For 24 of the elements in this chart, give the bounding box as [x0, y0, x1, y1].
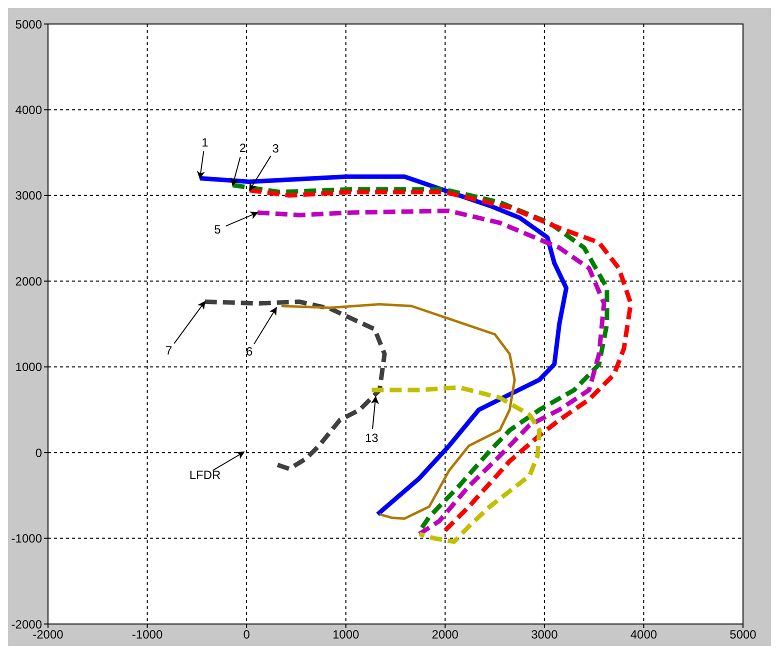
annotation: 2	[239, 141, 246, 156]
x-tick-label: 0	[243, 628, 250, 642]
annotation: 7	[166, 344, 173, 358]
annotation: 13	[364, 430, 379, 445]
x-tick-label: -1000	[132, 628, 163, 642]
annotation: LFDR	[189, 468, 221, 482]
line-series	[280, 303, 516, 520]
y-tick-label: 4000	[15, 102, 42, 117]
y-tick-label: 2000	[15, 274, 42, 288]
x-tick-label: 2000	[432, 628, 459, 642]
annotation: 5	[214, 222, 222, 237]
y-tick-label: 3000	[15, 188, 42, 203]
y-tick-label: -1000	[11, 532, 42, 546]
x-tick-label: 5000	[730, 628, 757, 642]
annotation: 6	[246, 344, 254, 359]
y-tick-label: 1000	[15, 360, 42, 374]
x-tick-label: 4000	[630, 628, 658, 642]
y-tick-label: 0	[35, 446, 42, 460]
y-tick-label: 5000	[15, 17, 42, 32]
line-series	[202, 299, 387, 472]
x-tick-label: 1000	[332, 628, 360, 642]
annotation: 3	[272, 141, 280, 156]
x-tick-label: 3000	[531, 628, 558, 642]
annotation: 1	[202, 135, 209, 150]
